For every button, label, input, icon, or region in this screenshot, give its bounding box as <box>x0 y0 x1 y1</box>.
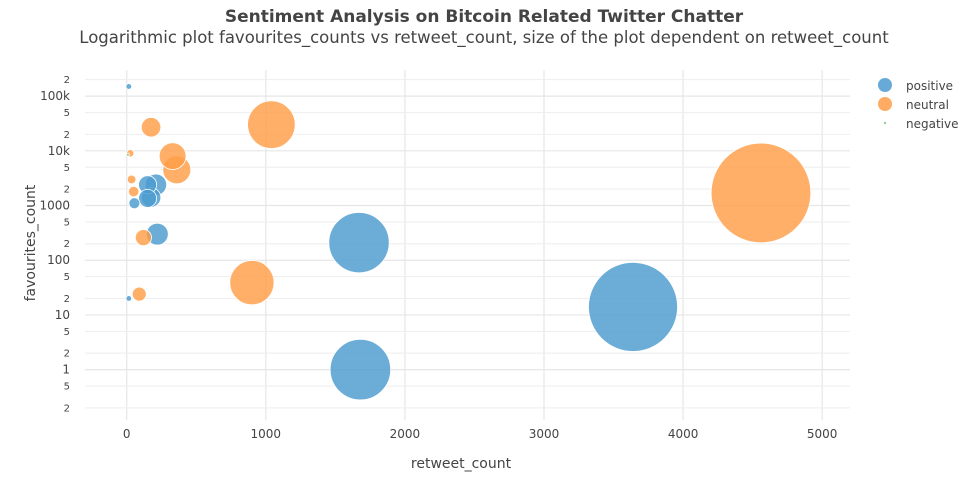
legend-label-positive: positive <box>906 79 953 93</box>
y-minor-tick-label: 2 <box>64 349 70 360</box>
y-major-tick-label: 1000 <box>39 199 70 213</box>
y-major-tick-label: 100k <box>40 89 70 103</box>
y-minor-tick-label: 5 <box>64 217 70 228</box>
bubble-positive[interactable] <box>138 188 158 208</box>
y-major-tick-label: 1 <box>62 363 70 377</box>
y-minor-tick-label: 5 <box>64 163 70 174</box>
y-minor-tick-label: 2 <box>64 185 70 196</box>
y-minor-tick-label: 2 <box>64 239 70 250</box>
bubble-positive[interactable] <box>328 212 390 274</box>
legend-marker-negative <box>883 121 887 125</box>
y-axis-ticks: 2 5 2 5 2 5 2 5 2 5 2 5 2 1 10 100 1000 10k 100k <box>39 75 70 414</box>
x-axis-label: retweet_count <box>411 456 512 472</box>
grid-lines <box>85 70 850 420</box>
bubble-neutral[interactable] <box>229 260 275 306</box>
y-minor-tick-label: 2 <box>64 294 70 305</box>
bubble-positive[interactable] <box>125 295 133 302</box>
x-tick-label: 5000 <box>807 427 838 441</box>
y-minor-tick-label: 2 <box>64 130 70 141</box>
legend-label-neutral: neutral <box>906 98 949 112</box>
bubble-neutral[interactable] <box>710 142 812 244</box>
x-tick-label: 4000 <box>668 427 699 441</box>
legend-marker-positive <box>878 78 892 92</box>
bubble-neutral[interactable] <box>134 229 152 246</box>
y-major-tick-label: 100 <box>47 253 70 267</box>
x-tick-label: 3000 <box>529 427 560 441</box>
y-major-tick-label: 10 <box>55 308 70 322</box>
legend: positive neutral negative <box>878 78 958 131</box>
x-tick-label: 0 <box>123 427 131 441</box>
bubble-negative[interactable] <box>125 152 130 157</box>
y-minor-tick-label: 5 <box>64 327 70 338</box>
x-axis-ticks: 0 1000 2000 3000 4000 5000 <box>123 427 838 441</box>
y-minor-tick-label: 5 <box>64 108 70 119</box>
bubble-layer <box>125 83 812 401</box>
legend-item-positive[interactable]: positive <box>878 78 953 93</box>
chart-subtitle: Logarithmic plot favourites_counts vs re… <box>79 28 889 48</box>
bubble-neutral[interactable] <box>140 117 162 138</box>
chart-title: Sentiment Analysis on Bitcoin Related Tw… <box>225 7 744 27</box>
legend-item-negative[interactable]: negative <box>883 117 959 131</box>
x-tick-label: 2000 <box>390 427 421 441</box>
bubble-neutral[interactable] <box>128 185 140 198</box>
y-minor-tick-label: 5 <box>64 382 70 393</box>
y-axis-label: favourites_count <box>23 184 39 301</box>
x-tick-label: 1000 <box>251 427 282 441</box>
y-minor-tick-label: 2 <box>64 75 70 86</box>
bubble-positive[interactable] <box>128 197 141 210</box>
bubble-positive[interactable] <box>125 83 133 90</box>
bubble-positive[interactable] <box>329 338 392 401</box>
y-minor-tick-label: 2 <box>64 403 70 414</box>
bubble-positive[interactable] <box>588 262 678 352</box>
y-minor-tick-label: 5 <box>64 272 70 283</box>
bubble-neutral[interactable] <box>247 100 296 149</box>
bubble-neutral[interactable] <box>126 174 137 185</box>
bubble-neutral[interactable] <box>131 286 147 302</box>
legend-marker-neutral <box>878 97 892 111</box>
y-major-tick-label: 10k <box>48 144 70 158</box>
legend-item-neutral[interactable]: neutral <box>878 97 949 112</box>
legend-label-negative: negative <box>906 117 958 131</box>
bubble-neutral[interactable] <box>158 142 187 170</box>
